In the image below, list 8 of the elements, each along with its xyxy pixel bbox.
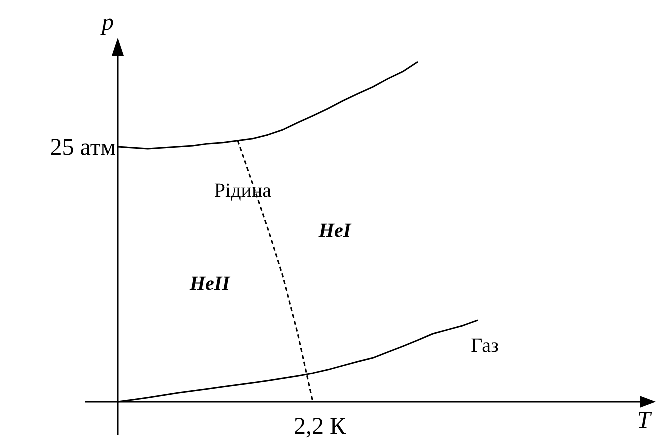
text: p: [100, 10, 114, 36]
text: T: [637, 408, 652, 434]
annotation: Газ: [471, 335, 500, 357]
annotation: 25 атм: [50, 135, 116, 161]
annotation: Рідина: [214, 180, 272, 202]
annotation: HeII: [189, 273, 232, 295]
annotation: HeI: [318, 220, 352, 242]
text: 2,2 К: [294, 414, 347, 440]
